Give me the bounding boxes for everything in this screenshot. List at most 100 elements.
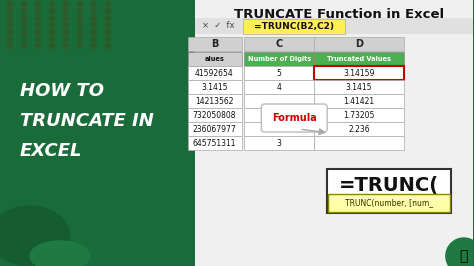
FancyBboxPatch shape — [245, 52, 314, 66]
FancyBboxPatch shape — [188, 108, 242, 122]
Circle shape — [91, 44, 96, 48]
Circle shape — [8, 23, 12, 27]
Circle shape — [21, 44, 27, 48]
Circle shape — [91, 2, 96, 6]
Circle shape — [77, 9, 82, 14]
Circle shape — [64, 23, 68, 27]
Text: 2.236: 2.236 — [348, 124, 370, 134]
FancyBboxPatch shape — [327, 169, 451, 213]
Circle shape — [36, 23, 40, 27]
Circle shape — [49, 2, 55, 6]
Circle shape — [49, 30, 55, 35]
Circle shape — [36, 36, 40, 41]
Circle shape — [49, 23, 55, 27]
Circle shape — [64, 15, 68, 20]
Text: 3.14159: 3.14159 — [343, 69, 375, 77]
FancyBboxPatch shape — [261, 104, 327, 132]
Circle shape — [64, 36, 68, 41]
Circle shape — [409, 0, 469, 46]
Circle shape — [91, 36, 96, 41]
Circle shape — [105, 9, 110, 14]
Ellipse shape — [30, 241, 90, 266]
Text: 3.1415: 3.1415 — [201, 82, 228, 92]
Circle shape — [105, 15, 110, 20]
Circle shape — [21, 30, 27, 35]
Circle shape — [64, 30, 68, 35]
FancyBboxPatch shape — [188, 122, 242, 136]
Text: 4: 4 — [277, 124, 282, 134]
Circle shape — [77, 23, 82, 27]
Text: B: B — [211, 39, 218, 49]
Circle shape — [77, 44, 82, 48]
FancyBboxPatch shape — [314, 80, 404, 94]
Text: 645751311: 645751311 — [193, 139, 236, 148]
Circle shape — [49, 36, 55, 41]
Circle shape — [105, 2, 110, 6]
FancyBboxPatch shape — [328, 194, 450, 212]
Text: C: C — [276, 39, 283, 49]
Circle shape — [36, 15, 40, 20]
Circle shape — [77, 36, 82, 41]
FancyBboxPatch shape — [245, 108, 314, 122]
Text: 41592654: 41592654 — [195, 69, 234, 77]
Text: TRUNCATE Function in Excel: TRUNCATE Function in Excel — [234, 7, 444, 20]
Text: 3.1415: 3.1415 — [346, 82, 373, 92]
Circle shape — [36, 30, 40, 35]
Text: 4: 4 — [277, 82, 282, 92]
Circle shape — [91, 23, 96, 27]
Circle shape — [91, 30, 96, 35]
Circle shape — [64, 44, 68, 48]
Circle shape — [446, 238, 474, 266]
Text: 5: 5 — [277, 69, 282, 77]
FancyBboxPatch shape — [314, 66, 404, 80]
FancyBboxPatch shape — [188, 94, 242, 108]
Text: 1.41421: 1.41421 — [344, 97, 374, 106]
Text: =TRUNC(B2,C2): =TRUNC(B2,C2) — [254, 22, 334, 31]
FancyBboxPatch shape — [194, 0, 473, 266]
Circle shape — [77, 2, 82, 6]
FancyBboxPatch shape — [194, 18, 473, 34]
Circle shape — [8, 36, 12, 41]
Circle shape — [105, 44, 110, 48]
Ellipse shape — [0, 206, 70, 266]
Circle shape — [36, 44, 40, 48]
Circle shape — [91, 15, 96, 20]
Circle shape — [21, 23, 27, 27]
Text: D: D — [355, 39, 363, 49]
FancyBboxPatch shape — [188, 136, 242, 150]
Circle shape — [8, 30, 12, 35]
Text: EXCEL: EXCEL — [20, 142, 82, 160]
Text: ×  ✓  fx: × ✓ fx — [202, 22, 235, 31]
Text: 732050808: 732050808 — [193, 110, 236, 119]
Circle shape — [36, 9, 40, 14]
FancyBboxPatch shape — [314, 94, 404, 108]
Circle shape — [77, 30, 82, 35]
FancyBboxPatch shape — [243, 19, 345, 34]
Text: Number of Digits: Number of Digits — [247, 56, 311, 62]
Circle shape — [21, 36, 27, 41]
FancyBboxPatch shape — [188, 66, 242, 80]
Text: Formula: Formula — [272, 113, 317, 123]
Circle shape — [105, 36, 110, 41]
Circle shape — [64, 9, 68, 14]
FancyBboxPatch shape — [314, 52, 404, 66]
Text: alues: alues — [204, 56, 224, 62]
Text: 1.73205: 1.73205 — [343, 110, 375, 119]
FancyBboxPatch shape — [245, 122, 314, 136]
Circle shape — [8, 9, 12, 14]
Circle shape — [49, 15, 55, 20]
FancyBboxPatch shape — [188, 37, 242, 51]
FancyBboxPatch shape — [245, 66, 314, 80]
FancyBboxPatch shape — [314, 122, 404, 136]
Circle shape — [36, 2, 40, 6]
Circle shape — [21, 15, 27, 20]
FancyBboxPatch shape — [245, 136, 314, 150]
FancyBboxPatch shape — [245, 80, 314, 94]
Text: 3: 3 — [277, 139, 282, 148]
Circle shape — [64, 2, 68, 6]
Circle shape — [8, 15, 12, 20]
Text: 236067977: 236067977 — [192, 124, 237, 134]
Circle shape — [105, 23, 110, 27]
Circle shape — [21, 2, 27, 6]
FancyBboxPatch shape — [314, 108, 404, 122]
